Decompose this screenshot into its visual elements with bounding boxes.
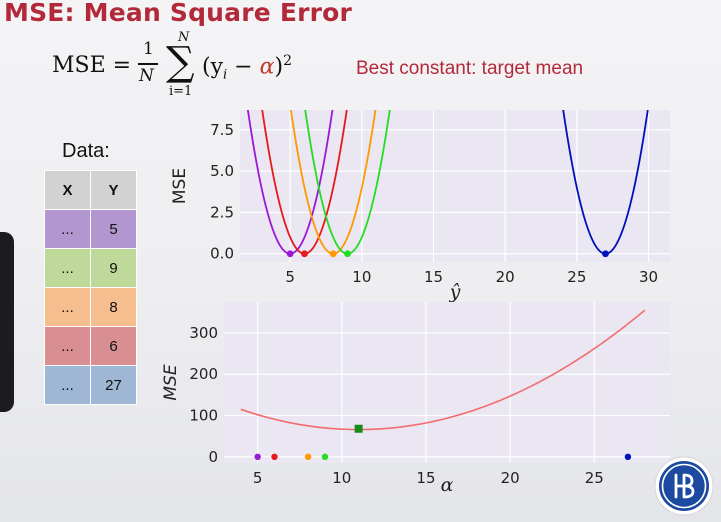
column-header-x: X — [44, 170, 91, 210]
y-tick-label: 0 — [208, 448, 218, 466]
target-point — [254, 453, 261, 461]
x-tick-label: 10 — [332, 469, 351, 487]
x-axis-label: α — [441, 474, 454, 496]
target-point — [304, 453, 312, 461]
presenter-silhouette — [0, 232, 14, 412]
y-tick-label: 200 — [189, 365, 218, 383]
x-tick-label: 15 — [416, 469, 435, 487]
x-axis-label: ŷ — [449, 281, 461, 303]
table-cell-x: ... — [44, 365, 91, 405]
formula-lhs: MSE = — [52, 53, 132, 78]
x-tick-label: 25 — [585, 469, 604, 487]
slide-subtitle: Best constant: target mean — [356, 58, 584, 79]
formula-fraction-bar — [138, 63, 158, 65]
y-tick-label: 2.5 — [210, 203, 234, 221]
x-tick-label: 10 — [352, 268, 371, 286]
table-row: ... 6 — [44, 326, 137, 366]
plot-area — [240, 110, 670, 262]
column-header-y: Y — [90, 170, 137, 210]
table-row: ... 27 — [44, 365, 137, 405]
plot-content — [240, 110, 670, 262]
formula-fraction-denominator: N — [139, 66, 154, 86]
table-header-row: X Y — [44, 170, 137, 210]
series-minimum-point — [344, 250, 351, 258]
series-minimum-point — [329, 250, 337, 258]
formula-sum-upper: N — [178, 30, 190, 45]
y-axis-label: MSE — [170, 168, 190, 204]
data-label: Data: — [62, 140, 110, 162]
x-tick-label: 5 — [285, 268, 295, 286]
y-tick-label: 300 — [189, 324, 218, 342]
target-point — [624, 453, 632, 461]
table-cell-y: 5 — [90, 209, 137, 249]
y-tick-label: 100 — [189, 407, 218, 425]
slide-title: MSE: Mean Square Error — [4, 0, 353, 27]
optimum-marker — [354, 424, 363, 433]
formula-fraction-numerator: 1 — [143, 39, 154, 59]
target-point — [321, 453, 329, 461]
table-row: ... 5 — [44, 209, 137, 249]
x-tick-label: 20 — [496, 268, 515, 286]
series-minimum-point — [286, 250, 294, 258]
table-row: ... 9 — [44, 248, 137, 288]
y-tick-label: 0.0 — [210, 245, 234, 263]
plot-content — [224, 302, 670, 463]
hse-logo-icon — [654, 456, 714, 521]
y-tick-label: 7.5 — [210, 121, 234, 139]
series-minimum-point — [301, 250, 308, 258]
x-tick-label: 20 — [501, 469, 520, 487]
table-cell-y: 9 — [90, 248, 137, 288]
data-table: X Y ... 5... 9... 8... 6... 27 — [44, 170, 137, 405]
formula-body: (yi − α)2 — [202, 53, 292, 83]
x-tick-label: 30 — [639, 268, 658, 286]
formula-sum-lower: i=1 — [169, 84, 193, 99]
table-cell-x: ... — [44, 287, 91, 327]
x-tick-label: 5 — [253, 469, 263, 487]
x-tick-label: 25 — [567, 268, 586, 286]
mse-curve-line — [240, 309, 646, 431]
table-cell-y: 27 — [90, 365, 137, 405]
table-cell-x: ... — [44, 209, 91, 249]
table-cell-y: 6 — [90, 326, 137, 366]
table-cell-x: ... — [44, 326, 91, 366]
table-cell-x: ... — [44, 248, 91, 288]
plot-area — [224, 302, 670, 463]
x-tick-label: 15 — [424, 268, 443, 286]
y-axis-label: MSE — [161, 364, 181, 400]
sigma-icon: ∑ — [166, 39, 195, 85]
target-point — [271, 453, 278, 461]
series-minimum-point — [602, 250, 609, 258]
y-tick-label: 5.0 — [210, 162, 234, 180]
